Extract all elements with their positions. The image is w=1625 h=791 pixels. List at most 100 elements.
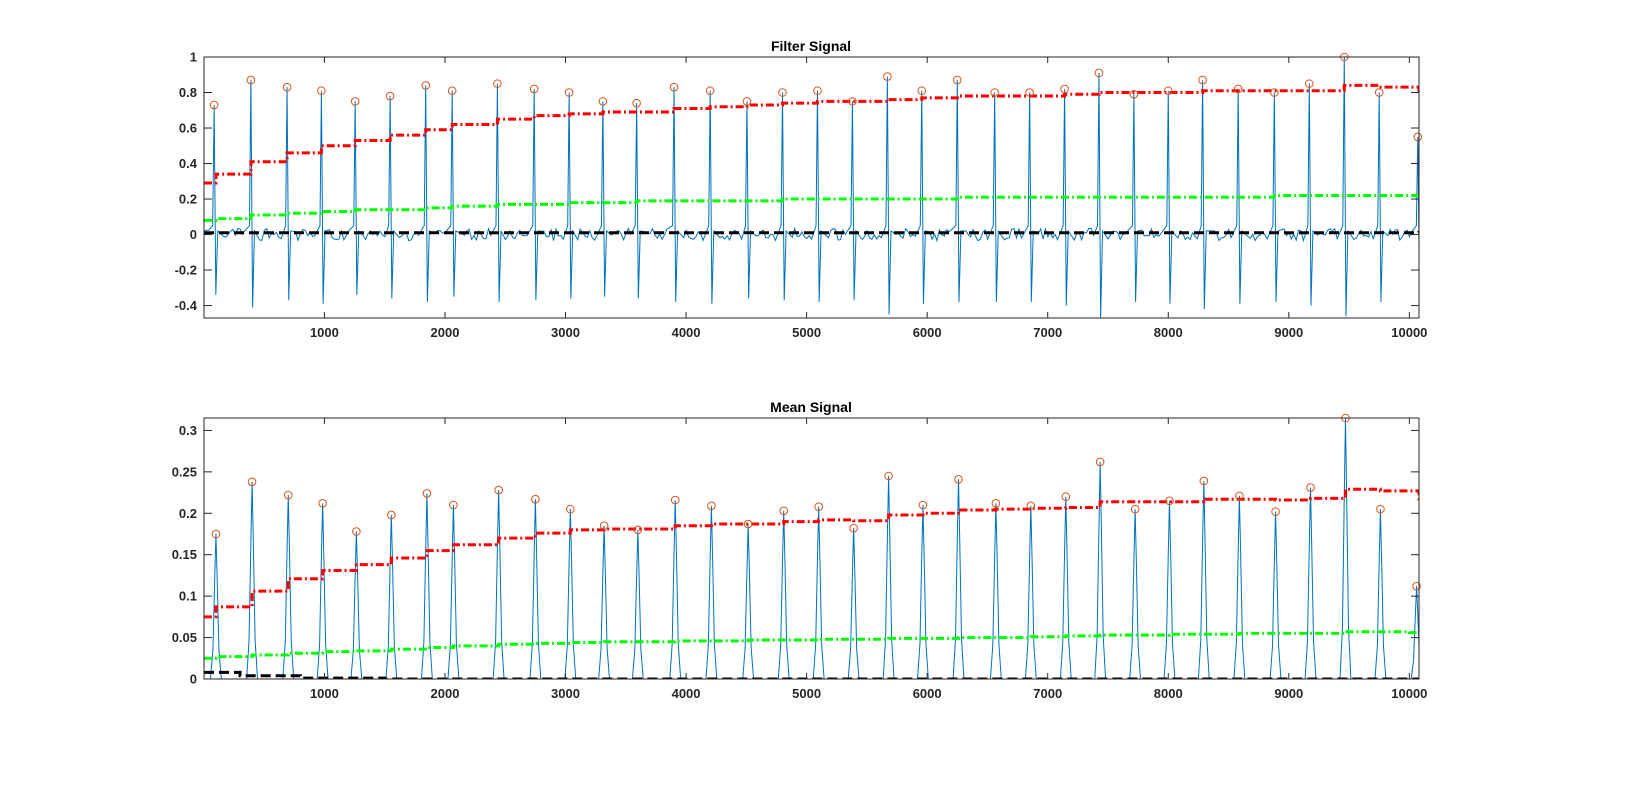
peak-marker: [598, 97, 608, 106]
peak-marker: [493, 79, 502, 88]
peak-marker: [813, 86, 822, 96]
y-axis-ticks: -0.4 -0.2 0 0.2 0.4 0.6 0.8 1: [175, 50, 1419, 313]
x-tick-label: 5000: [792, 686, 821, 701]
peak-marker: [1270, 88, 1279, 97]
red-threshold-line: [204, 83, 1419, 185]
x-tick-label: 10000: [1391, 686, 1427, 701]
peak-marker: [449, 500, 458, 510]
peak-marker: [1305, 79, 1314, 88]
x-tick-label: 3000: [551, 686, 580, 701]
peak-marker: [1413, 132, 1423, 142]
plot-area: [204, 57, 1419, 318]
peak-marker: [707, 501, 716, 511]
x-tick-label: 2000: [431, 325, 460, 340]
axes-box: [203, 417, 1420, 680]
x-axis-ticks: 1000 2000 3000 4000 5000 6000 7000 8000 9000 1000…: [310, 57, 1427, 340]
y-tick-label: 0.05: [172, 630, 197, 645]
peak-marker: [884, 471, 893, 481]
y-tick-label: -0.2: [175, 263, 197, 278]
peak-marker: [883, 72, 892, 81]
y-tick-label: 0: [190, 672, 197, 687]
signal-line: [204, 418, 1419, 679]
peak-marker: [209, 100, 219, 110]
y-tick-label: 1: [190, 50, 197, 65]
peak-marker: [1233, 84, 1243, 94]
peak-marker: [422, 489, 432, 498]
peak-marker: [350, 97, 360, 106]
x-tick-label: 5000: [792, 325, 821, 340]
black-threshold-line: [204, 231, 1419, 235]
x-tick-label: 7000: [1033, 686, 1062, 701]
peak-marker: [1163, 86, 1173, 96]
peak-marker: [743, 519, 753, 529]
x-tick-label: 1000: [310, 325, 339, 340]
peak-marker: [282, 82, 292, 92]
peak-marker: [991, 499, 1001, 508]
y-tick-label: 0.6: [179, 121, 197, 136]
peak-marker: [564, 88, 574, 97]
peak-marker: [385, 91, 395, 101]
peak-marker: [848, 97, 857, 106]
peak-marker: [1199, 476, 1209, 486]
peak-marker: [1198, 75, 1207, 85]
chart-title: Mean Signal: [770, 399, 852, 415]
peak-marker: [1306, 483, 1315, 492]
y-axis-ticks: 0 0.05 0.1 0.15 0.2 0.25 0.3: [172, 423, 1419, 687]
y-tick-label: 0.4: [179, 156, 198, 171]
y-tick-label: 0.25: [172, 464, 197, 479]
x-tick-label: 1000: [310, 686, 339, 701]
peak-marker: [1271, 507, 1280, 516]
peak-marker: [814, 502, 823, 511]
peak-marker: [779, 506, 789, 516]
x-tick-label: 2000: [431, 686, 460, 701]
peak-marker: [1025, 88, 1034, 97]
y-tick-label: 0.1: [179, 589, 197, 604]
peak-marker: [1165, 496, 1174, 506]
green-threshold-line: [204, 630, 1419, 660]
series-layer: [204, 57, 1419, 318]
peak-marker: [953, 75, 962, 85]
peak-marker: [599, 521, 609, 531]
peak-marker: [283, 490, 293, 500]
mean-signal-chart: 1000 2000 3000 4000 5000 6000 7000 8000 9000 1000…: [172, 399, 1428, 701]
peak-marker: [211, 529, 221, 539]
peak-marker: [1130, 504, 1140, 514]
peak-marker: [246, 75, 256, 85]
y-tick-label: 0.2: [179, 192, 197, 207]
y-tick-label: 0.8: [179, 85, 197, 100]
peak-marker: [1094, 68, 1104, 78]
green-threshold-line: [204, 193, 1419, 222]
chart-title: Filter Signal: [771, 38, 851, 54]
peak-marker: [1026, 501, 1036, 511]
peak-marker: [1061, 492, 1071, 502]
x-tick-label: 8000: [1154, 686, 1183, 701]
x-tick-label: 6000: [913, 686, 942, 701]
peak-marker: [705, 86, 715, 96]
x-tick-label: 8000: [1154, 325, 1183, 340]
peak-marker: [990, 88, 999, 97]
x-tick-label: 3000: [551, 325, 580, 340]
peak-marker: [633, 525, 643, 535]
peak-marker: [778, 88, 787, 97]
peak-marker: [1060, 84, 1069, 94]
y-tick-label: 0.3: [179, 423, 197, 438]
peak-marker: [954, 475, 963, 484]
y-tick-label: 0: [190, 227, 197, 242]
peak-marker: [531, 494, 540, 504]
filter-signal-chart: 1000 2000 3000 4000 5000 6000 7000 8000 9000 1000…: [175, 38, 1428, 340]
y-tick-label: -0.4: [175, 298, 198, 313]
peak-marker: [669, 82, 679, 92]
peak-marker: [247, 477, 257, 487]
y-tick-label: 0.2: [179, 506, 197, 521]
peak-marker: [494, 485, 503, 495]
peak-marker: [1412, 581, 1421, 591]
peak-marker: [566, 504, 575, 514]
peak-marker: [318, 499, 327, 508]
peak-marker-layer: [209, 52, 1423, 142]
peak-marker: [447, 86, 457, 96]
peak-marker: [917, 86, 927, 96]
x-tick-label: 4000: [672, 686, 701, 701]
x-tick-label: 9000: [1274, 686, 1303, 701]
peak-marker: [317, 86, 326, 96]
